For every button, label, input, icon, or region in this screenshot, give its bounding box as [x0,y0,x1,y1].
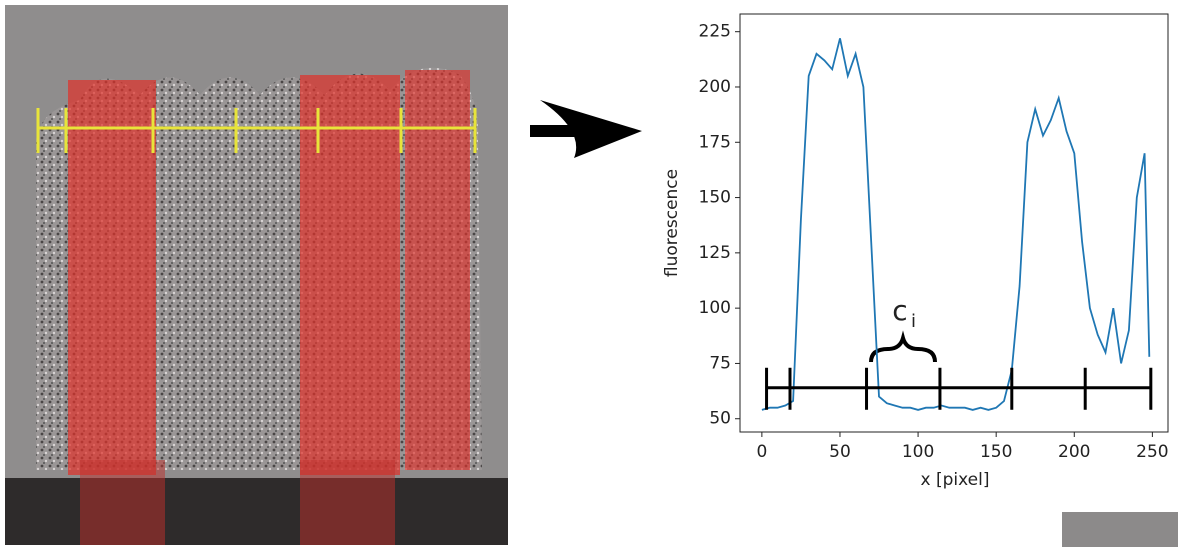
data-line [761,38,1151,411]
y-tick-label: 125 [699,243,731,263]
y-tick-label: 175 [699,132,731,152]
y-tick-label: 75 [709,353,731,373]
y-axis-label: fluorescence [662,169,682,277]
y-tick-label: 50 [709,409,731,429]
y-tick-label: 225 [699,22,731,42]
annotation-subscript: i [911,311,916,332]
arrow [530,100,642,158]
x-tick-label: 150 [980,442,1012,462]
micrograph [5,5,508,545]
x-tick-label: 250 [1136,442,1168,462]
y-tick-label: 200 [699,77,731,97]
x-tick-label: 200 [1058,442,1090,462]
annotation: c [892,294,907,327]
x-tick-label: 0 [756,442,767,462]
y-tick-label: 150 [699,188,731,208]
brace [869,330,937,363]
image-fragment [1062,512,1178,547]
x-axis-label: x [pixel] [921,470,990,490]
x-tick-label: 100 [902,442,934,462]
x-tick-label: 50 [829,442,851,462]
y-tick-label: 100 [699,298,731,318]
plot-frame [739,13,1169,433]
